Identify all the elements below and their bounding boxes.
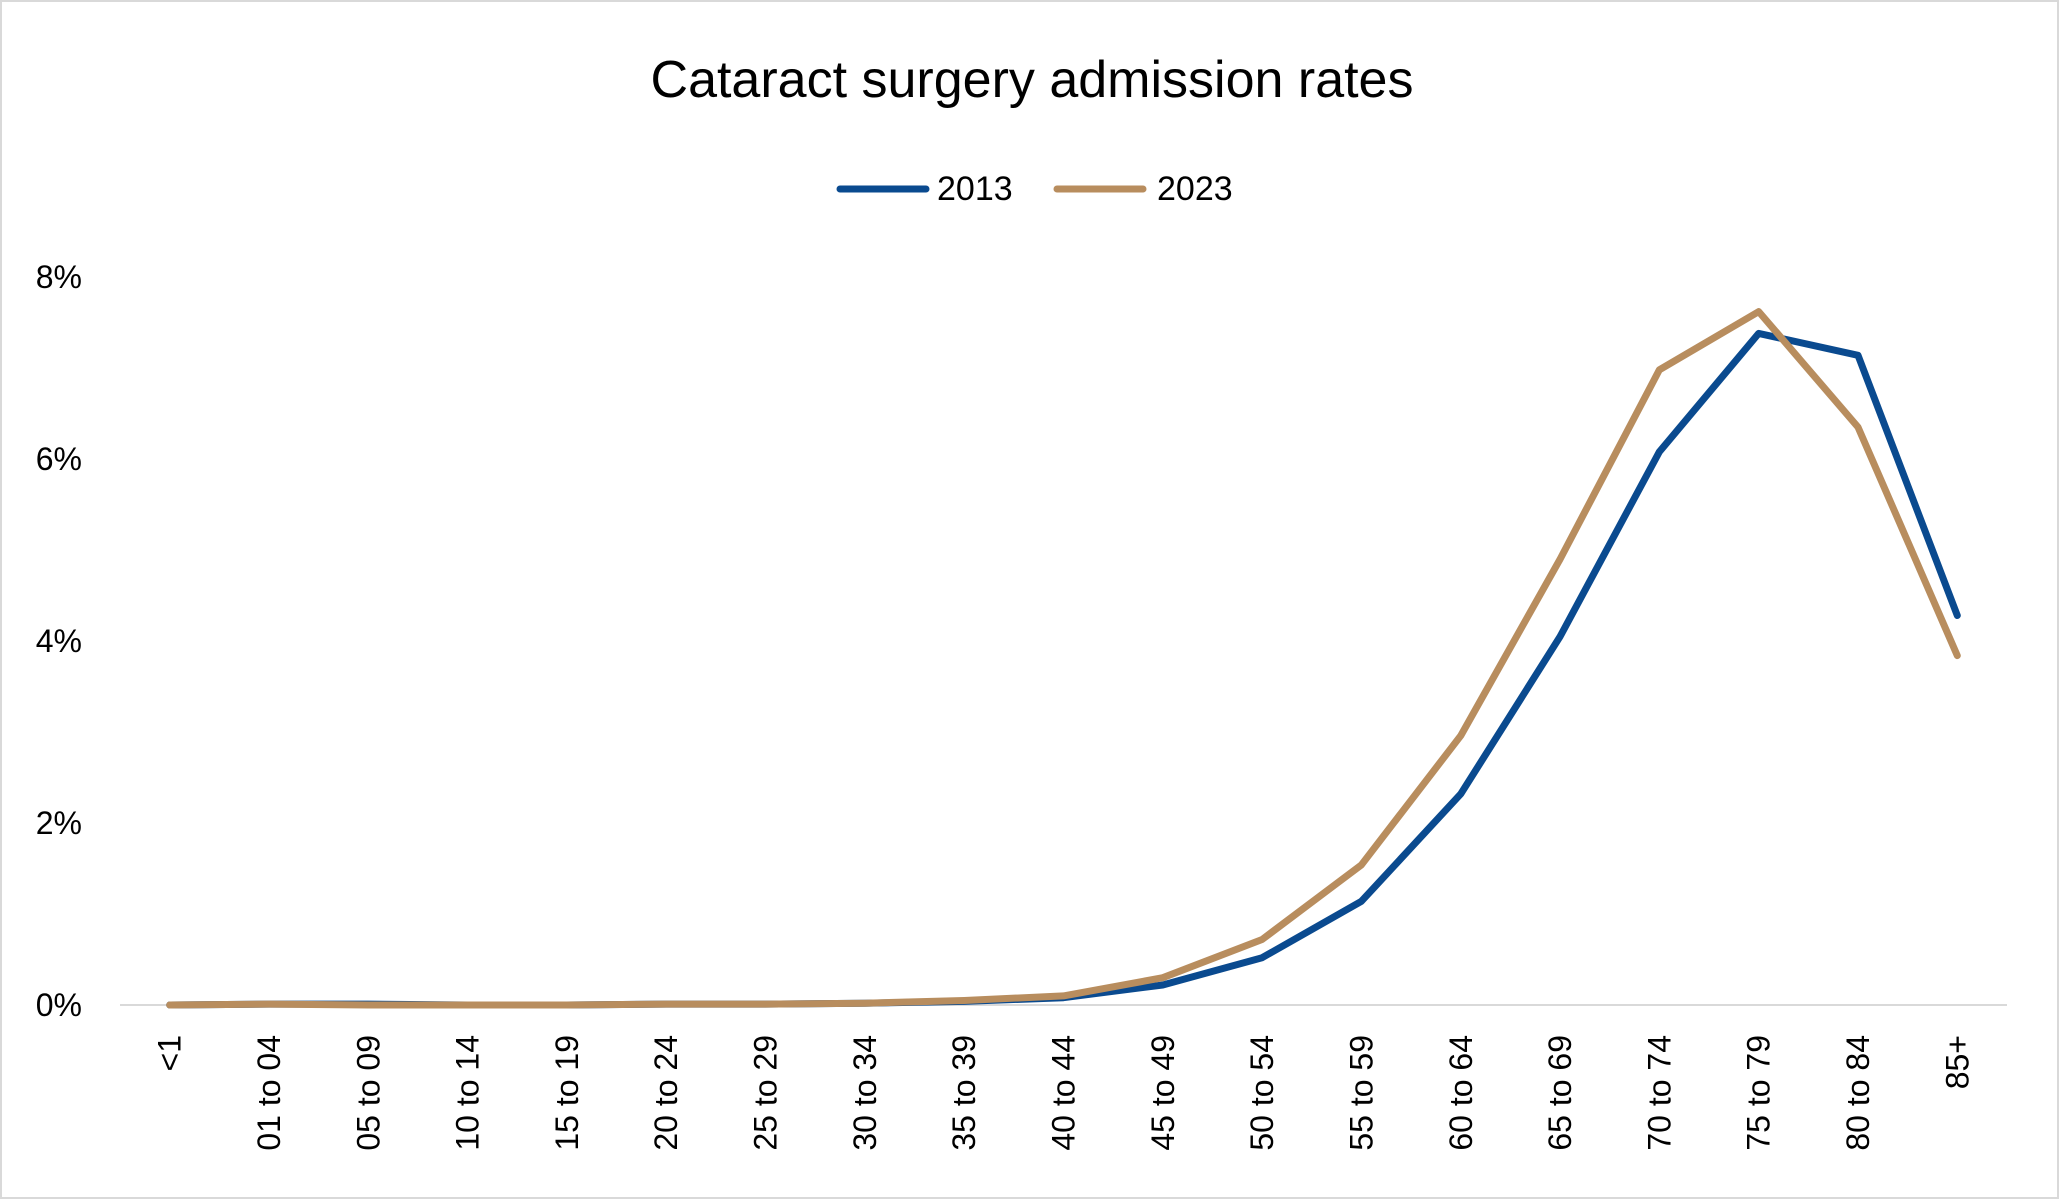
series-line-2023: [166, 308, 1961, 1009]
x-tick-label: 85+: [1939, 1035, 1975, 1089]
x-tick-label: 80 to 84: [1840, 1035, 1876, 1151]
series-line-2013: [166, 329, 1961, 1009]
x-tick-label: 35 to 39: [946, 1035, 982, 1151]
x-tick-label: 70 to 74: [1641, 1035, 1677, 1151]
y-tick-label: 6%: [36, 441, 82, 477]
y-tick-label: 2%: [36, 805, 82, 841]
x-tick-label: 75 to 79: [1741, 1035, 1777, 1151]
x-tick-label: 55 to 59: [1343, 1035, 1379, 1151]
legend: 2013 2023: [836, 170, 1233, 208]
x-tick-label: 01 to 04: [251, 1035, 287, 1151]
y-tick-label: 8%: [36, 259, 82, 295]
x-tick-label: 40 to 44: [1046, 1035, 1082, 1151]
y-tick-label: 0%: [36, 987, 82, 1023]
x-tick-label: 45 to 49: [1145, 1035, 1181, 1151]
legend-label-2023: 2023: [1157, 170, 1233, 208]
x-tick-label: 50 to 54: [1244, 1035, 1280, 1151]
x-tick-label: <1: [152, 1035, 188, 1071]
x-tick-label: 30 to 34: [847, 1035, 883, 1151]
x-axis: <1 01 to 04 05 to 09 10 to 14 15 to 19 20 to …: [120, 1004, 2007, 1151]
y-axis: 0% 2% 4% 6% 8%: [36, 259, 82, 1023]
x-tick-label: 05 to 09: [350, 1035, 386, 1151]
x-tick-label: 20 to 24: [648, 1035, 684, 1151]
x-tick-label: 10 to 14: [450, 1035, 486, 1151]
y-tick-label: 4%: [36, 623, 82, 659]
legend-label-2013: 2013: [937, 170, 1013, 208]
x-tick-label: 25 to 29: [748, 1035, 784, 1151]
x-tick-label: 60 to 64: [1443, 1035, 1479, 1151]
x-tick-label: 65 to 69: [1542, 1035, 1578, 1151]
series-layer: [166, 308, 1961, 1009]
chart-title: Cataract surgery admission rates: [651, 51, 1414, 109]
x-tick-label: 15 to 19: [549, 1035, 585, 1151]
